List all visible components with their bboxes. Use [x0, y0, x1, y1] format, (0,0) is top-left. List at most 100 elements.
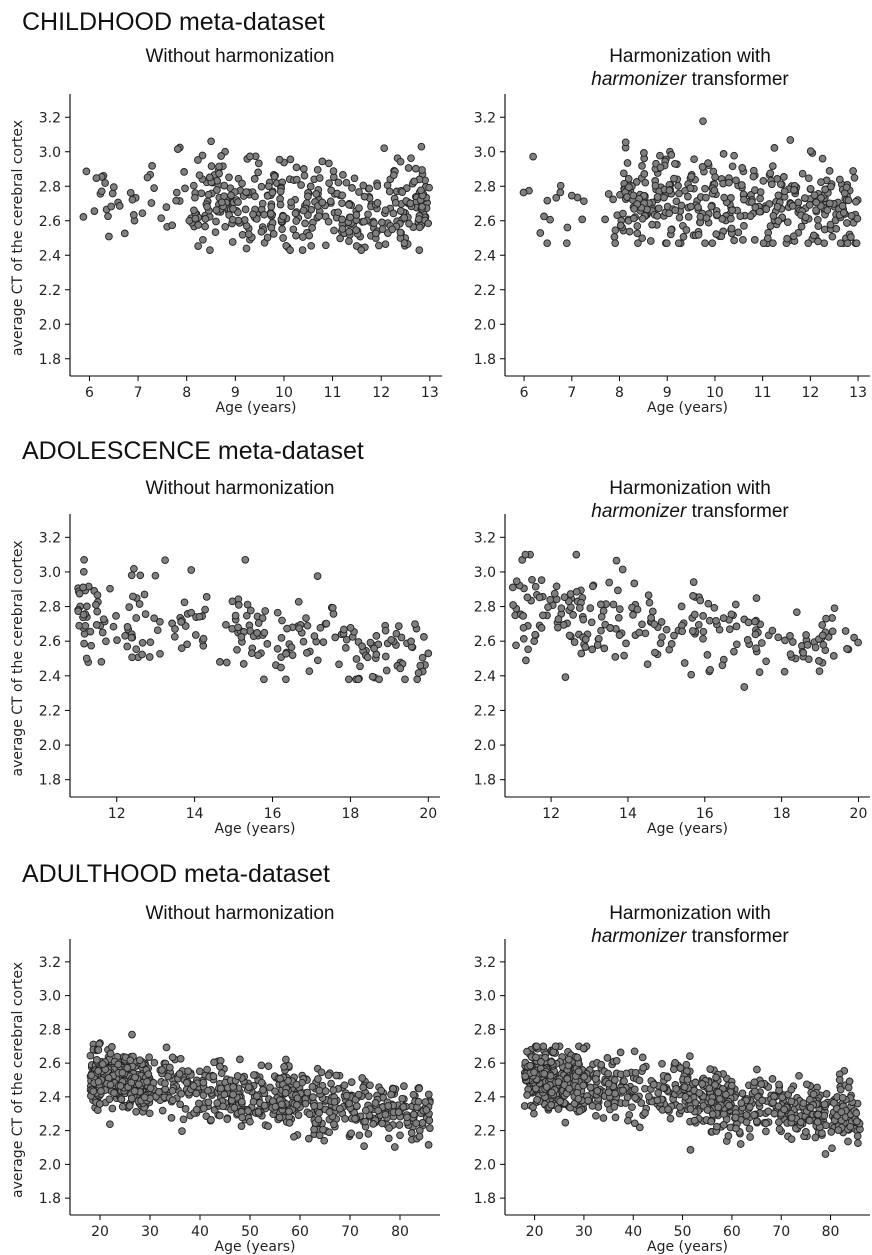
scatter-point [156, 649, 164, 658]
scatter-point [128, 195, 137, 204]
scatter-point [821, 1150, 830, 1158]
scatter-point [561, 1118, 570, 1127]
scatter-point [315, 174, 324, 182]
scatter-point [844, 1137, 852, 1146]
scatter-point [853, 1132, 862, 1140]
scatter-point [664, 1105, 672, 1114]
scatter-point [839, 208, 848, 217]
x-tick-label: 11 [324, 385, 342, 401]
x-tick-label: 50 [241, 1224, 259, 1240]
scatter-point [581, 635, 590, 644]
scatter-point [795, 1071, 803, 1080]
scatter-point [109, 183, 118, 191]
x-tick-label: 20 [91, 1224, 109, 1240]
scatter-point [830, 604, 839, 613]
scatter-point [361, 1117, 369, 1126]
scatter-point [263, 640, 272, 648]
scatter-point [768, 1075, 777, 1083]
scatter-point [233, 1072, 242, 1080]
scatter-point [329, 167, 338, 175]
scatter-point [762, 657, 770, 666]
scatter-point [259, 1086, 267, 1094]
scatter-point [575, 604, 584, 612]
scatter-point [381, 626, 390, 635]
scatter-point [210, 1058, 218, 1067]
scatter-point [305, 231, 314, 240]
scatter-point [579, 615, 588, 624]
scatter-point [106, 1049, 115, 1058]
scatter-point [560, 593, 569, 602]
scatter-point [254, 159, 263, 168]
scatter-point [305, 667, 314, 676]
scatter-point [696, 212, 705, 221]
scatter-panel-3: 1.8 2.0 2.2 2.4 2.6 2.8 3.0 3.2 12 14 16 18 20 Age (y… [10, 514, 440, 837]
panel-title-italic: harmonizer [591, 501, 687, 522]
x-tick-label: 40 [624, 1224, 642, 1240]
scatter-point [280, 1062, 288, 1071]
x-tick-label: 13 [421, 385, 439, 401]
scatter-point [299, 206, 308, 215]
scatter-point [273, 644, 282, 653]
scatter-point [168, 221, 177, 230]
scatter-point [143, 173, 152, 182]
panel-title-italic: harmonizer [591, 926, 687, 947]
scatter-point [660, 193, 668, 202]
scatter-point [759, 177, 768, 185]
scatter-point [158, 1066, 166, 1074]
scatter-point [94, 1046, 103, 1054]
scatter-point [694, 230, 703, 239]
scatter-point [554, 1078, 563, 1086]
y-axis-label: average CT of the cerebral cortex [10, 962, 26, 1198]
scatter-point [388, 225, 397, 234]
scatter-point [148, 162, 156, 170]
scatter-point [665, 209, 674, 218]
scatter-point [314, 1075, 322, 1083]
scatter-point [378, 225, 387, 233]
scatter-point [835, 1076, 844, 1084]
scatter-point [107, 202, 116, 211]
scatter-point [275, 155, 284, 164]
scatter-point [770, 1109, 779, 1118]
scatter-point [739, 236, 747, 244]
scatter-point [132, 614, 141, 622]
scatter-point [413, 675, 422, 684]
scatter-point [611, 239, 620, 248]
scatter-point [254, 1108, 263, 1116]
scatter-point [656, 639, 665, 648]
scatter-point [340, 625, 348, 634]
x-tick-label: 8 [182, 385, 191, 401]
x-tick-label: 60 [291, 1224, 309, 1240]
panel-title-line1: Harmonization with [609, 478, 771, 499]
scatter-point [325, 1128, 334, 1137]
scatter-point [814, 1110, 822, 1119]
y-tick-label: 1.8 [474, 352, 496, 368]
scatter-point [629, 611, 637, 619]
scatter-point [400, 213, 409, 222]
scatter-point [667, 151, 676, 159]
scatter-point [647, 614, 655, 622]
scatter-point [329, 1086, 338, 1095]
scatter-point [817, 194, 825, 202]
scatter-point [788, 202, 797, 210]
scatter-point [146, 1084, 155, 1093]
scatter-point [191, 214, 200, 223]
scatter-point [756, 188, 765, 196]
scatter-point [792, 608, 801, 617]
scatter-point [597, 1060, 606, 1069]
scatter-point [622, 1069, 631, 1078]
scatter-point [253, 1092, 261, 1100]
scatter-point [98, 1060, 107, 1068]
panel-title-rest: transformer [686, 926, 789, 947]
scatter-point [118, 1068, 127, 1077]
scatter-point [217, 1069, 226, 1078]
scatter-point [407, 1129, 416, 1137]
scatter-point [237, 1122, 246, 1130]
scatter-panel-4: 1.8 2.0 2.2 2.4 2.6 2.8 3.0 3.2 12 14 16 18 20 Age (y… [474, 514, 870, 837]
scatter-point [689, 592, 697, 600]
scatter-point [165, 1063, 174, 1072]
scatter-point [662, 239, 671, 248]
scatter-point [674, 181, 682, 190]
scatter-point [424, 649, 433, 658]
scatter-point [827, 1128, 836, 1136]
scatter-point [762, 205, 771, 213]
